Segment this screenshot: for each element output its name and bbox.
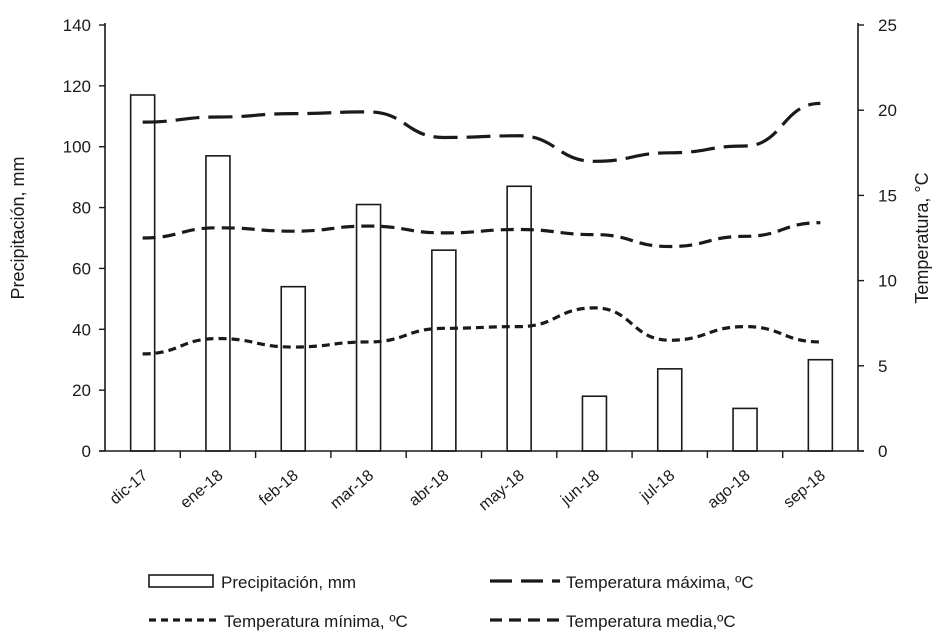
right-tick-label: 0	[878, 442, 887, 461]
right-axis-title: Temperatura, °C	[912, 172, 932, 303]
legend-label-precipitation: Precipitación, mm	[221, 573, 356, 592]
legend-label-mean-temp: Temperatura media,ºC	[566, 612, 736, 631]
bar-mar-18	[355, 203, 382, 452]
right-tick-label: 10	[878, 272, 897, 291]
x-tick-label: may-18	[476, 467, 528, 514]
x-tick-label: abr-18	[406, 467, 452, 510]
left-tick-label: 120	[63, 77, 91, 96]
left-tick-label: 20	[72, 381, 91, 400]
x-tick-label: sep-18	[781, 467, 829, 512]
left-tick-label: 60	[72, 259, 91, 278]
left-tick-label: 40	[72, 320, 91, 339]
legend-label-max-temp: Temperatura máxima, ºC	[566, 573, 754, 592]
bar-feb-18	[280, 285, 307, 452]
left-axis-title: Precipitación, mm	[8, 156, 28, 299]
left-tick-label: 0	[82, 442, 91, 461]
temperature-lines	[142, 101, 821, 356]
precipitation-bars	[129, 94, 834, 452]
min-temp-line	[142, 306, 821, 356]
legend-item-mean-temp: Temperatura media,ºC	[490, 612, 736, 631]
x-tick-label: jul-18	[637, 467, 679, 506]
tick-labels: 0 20 40 60 80 100 120 140 0 5 10 15 20 25 dic-17 ene-18…	[63, 16, 897, 514]
bar-jun-18	[581, 395, 608, 452]
legend-swatch-bar	[148, 574, 214, 588]
left-tick-label: 100	[63, 138, 91, 157]
x-tick-label: ene-18	[177, 467, 226, 512]
bar-abr-18	[431, 249, 457, 452]
x-tick-label: feb-18	[256, 467, 302, 509]
right-tick-label: 20	[878, 101, 897, 120]
bar-jul-18	[656, 368, 683, 452]
bar-sep-18	[807, 358, 834, 452]
x-tick-label: ago-18	[705, 467, 754, 512]
legend-label-min-temp: Temperatura mínima, ºC	[224, 612, 408, 631]
legend-item-min-temp: Temperatura mínima, ºC	[149, 612, 408, 631]
x-tick-label: mar-18	[327, 467, 377, 513]
axes	[99, 23, 864, 458]
bar-dic-17	[129, 94, 156, 452]
right-tick-label: 15	[878, 186, 897, 205]
mean-temp-line	[142, 221, 821, 249]
right-tick-label: 25	[878, 16, 897, 35]
x-tick-label: dic-17	[107, 467, 151, 508]
bar-may-18	[506, 185, 532, 452]
right-tick-label: 5	[878, 357, 887, 376]
legend-item-max-temp: Temperatura máxima, ºC	[490, 573, 754, 592]
bar-ago-18	[732, 407, 758, 452]
x-tick-label: jun-18	[557, 467, 603, 509]
legend: Precipitación, mm Temperatura máxima, ºC…	[148, 573, 754, 631]
left-tick-label: 140	[63, 16, 91, 35]
max-temp-line	[142, 101, 821, 163]
left-tick-label: 80	[72, 199, 91, 218]
legend-item-precipitation: Precipitación, mm	[148, 573, 356, 592]
bar-ene-18	[205, 155, 231, 452]
